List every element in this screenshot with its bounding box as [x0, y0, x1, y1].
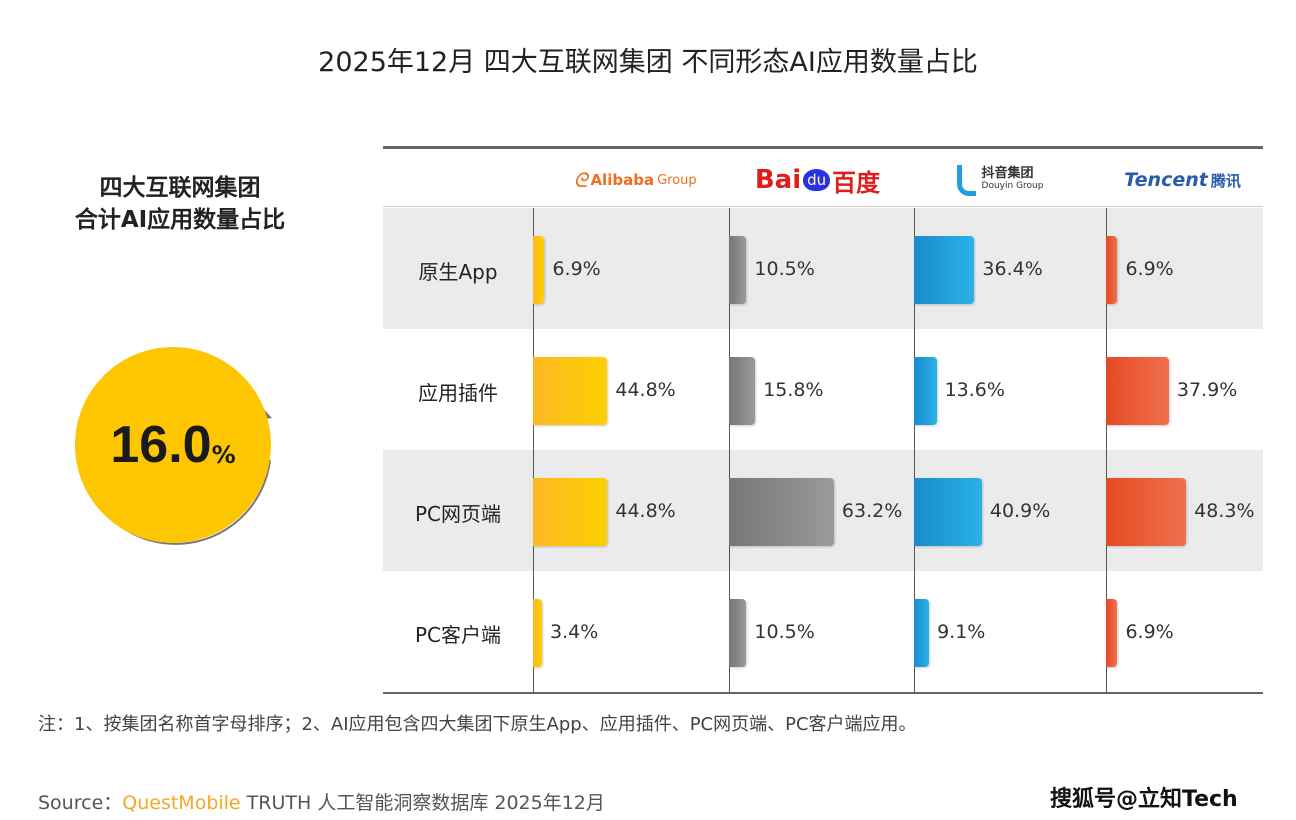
- bar: [914, 599, 930, 667]
- category-label: 应用插件: [418, 381, 498, 405]
- data-label: 6.9%: [1125, 258, 1174, 280]
- data-label: 13.6%: [944, 379, 1005, 401]
- total-share-value: 16.0: [110, 416, 212, 474]
- bar: [729, 599, 747, 667]
- bar: [1106, 599, 1118, 667]
- source-line: Source：QuestMobile TRUTH 人工智能洞察数据库 2025年…: [38, 788, 605, 815]
- data-label: 15.8%: [763, 379, 824, 401]
- data-label: 40.9%: [989, 500, 1051, 522]
- category-label: PC客户端: [414, 623, 502, 647]
- tencent-logo: Tencent 腾讯: [1110, 160, 1255, 200]
- bar: [914, 357, 937, 425]
- chart-title: 2025年12月 四大互联网集团 不同形态AI应用数量占比: [318, 47, 978, 78]
- data-label: 6.9%: [1125, 621, 1174, 643]
- category-label: PC网页端: [414, 502, 502, 526]
- table-bottom-rule: [383, 692, 1263, 694]
- bar: [1106, 357, 1169, 425]
- bar: [1106, 236, 1118, 304]
- source-rest: TRUTH 人工智能洞察数据库 2025年12月: [240, 792, 605, 814]
- column-divider: [533, 208, 534, 692]
- data-label: 37.9%: [1176, 379, 1238, 401]
- tencent-logo-text: Tencent: [1124, 169, 1208, 191]
- bar: [729, 478, 834, 546]
- source-brand: QuestMobile: [122, 792, 241, 814]
- douyin-icon: [956, 164, 976, 196]
- data-label: 44.8%: [615, 379, 676, 401]
- source-prefix: Source：: [38, 792, 123, 814]
- data-label: 9.1%: [937, 621, 986, 643]
- left-title-line1: 四大互联网集团: [99, 175, 261, 201]
- watermark: 搜狐号@立知Tech: [1050, 787, 1238, 812]
- footnote: 注：1、按集团名称首字母排序；2、AI应用包含四大集团下原生App、应用插件、P…: [38, 714, 917, 735]
- bar: [729, 236, 747, 304]
- data-label: 10.5%: [754, 621, 815, 643]
- baidu-paw-icon: du: [803, 169, 831, 191]
- column-divider: [914, 208, 915, 692]
- bar: [914, 478, 982, 546]
- alibaba-smile-icon: ᘓ: [573, 168, 588, 192]
- bar: [533, 236, 545, 304]
- data-label: 44.8%: [615, 500, 676, 522]
- header-divider: [383, 206, 1263, 207]
- bar: [1106, 478, 1187, 546]
- douyin-logo: 抖音集团 Douyin Group: [940, 160, 1060, 200]
- baidu-logo-cn: 百度: [832, 168, 881, 197]
- data-label: 3.4%: [550, 621, 599, 643]
- bar: [533, 478, 608, 546]
- data-label: 10.5%: [754, 258, 815, 280]
- douyin-logo-en: Douyin Group: [981, 181, 1044, 191]
- table-top-rule: [383, 146, 1263, 149]
- tencent-logo-cn: 腾讯: [1210, 171, 1241, 190]
- bar: [533, 599, 542, 667]
- baidu-logo: Bai du 百度: [745, 160, 890, 200]
- bar: [729, 357, 756, 425]
- douyin-logo-cn: 抖音集团: [981, 166, 1034, 181]
- data-label: 48.3%: [1194, 500, 1255, 522]
- data-label: 6.9%: [552, 258, 601, 280]
- bar: [914, 236, 975, 304]
- category-label: 原生App: [418, 260, 498, 284]
- left-title-line2: 合计AI应用数量占比: [74, 207, 286, 233]
- data-label: 36.4%: [982, 258, 1043, 280]
- baidu-logo-text: Bai: [754, 165, 802, 195]
- alibaba-logo: ᘓ Alibaba Group: [560, 160, 710, 200]
- column-divider: [1106, 208, 1107, 692]
- data-label: 63.2%: [841, 500, 903, 522]
- alibaba-logo-text: Alibaba: [590, 171, 655, 189]
- total-share-circle: 16.0%: [75, 347, 271, 543]
- column-divider: [729, 208, 730, 692]
- alibaba-logo-sub: Group: [657, 172, 697, 188]
- total-share-unit: %: [211, 441, 236, 469]
- left-panel-title: 四大互联网集团 合计AI应用数量占比: [40, 172, 320, 236]
- bar: [533, 357, 608, 425]
